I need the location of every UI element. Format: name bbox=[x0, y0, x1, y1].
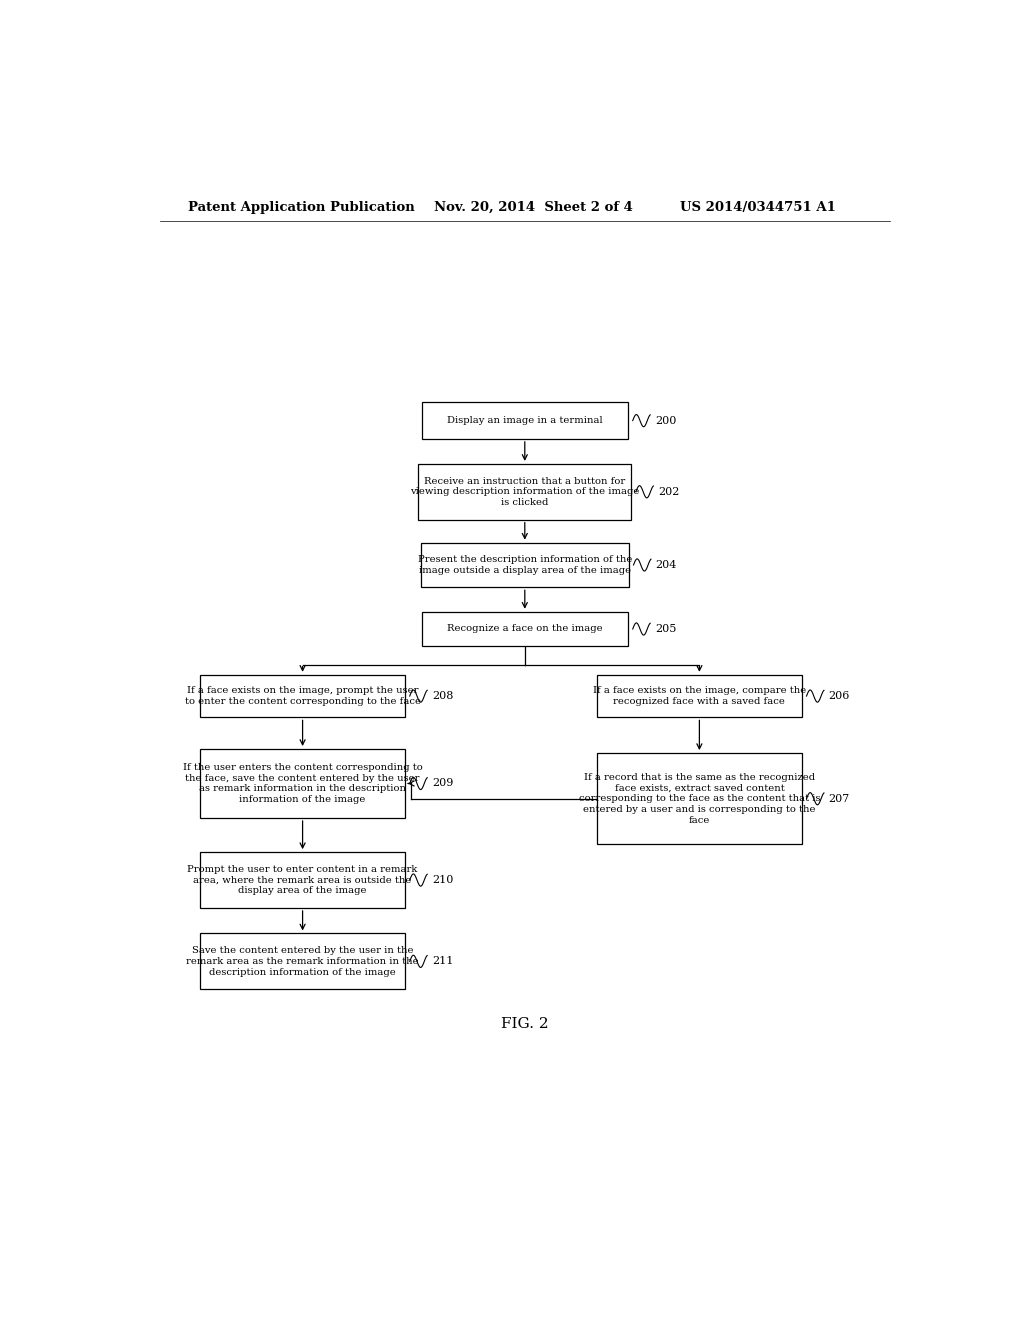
Text: 209: 209 bbox=[432, 779, 454, 788]
FancyBboxPatch shape bbox=[422, 403, 628, 440]
Text: US 2014/0344751 A1: US 2014/0344751 A1 bbox=[680, 201, 836, 214]
Text: Present the description information of the
image outside a display area of the i: Present the description information of t… bbox=[418, 556, 632, 574]
Text: Receive an instruction that a button for
viewing description information of the : Receive an instruction that a button for… bbox=[411, 477, 639, 507]
Text: Patent Application Publication: Patent Application Publication bbox=[187, 201, 415, 214]
FancyBboxPatch shape bbox=[201, 675, 404, 718]
Text: 204: 204 bbox=[655, 560, 677, 570]
Text: Nov. 20, 2014  Sheet 2 of 4: Nov. 20, 2014 Sheet 2 of 4 bbox=[433, 201, 633, 214]
FancyBboxPatch shape bbox=[419, 463, 631, 520]
FancyBboxPatch shape bbox=[201, 933, 404, 989]
Text: If the user enters the content corresponding to
the face, save the content enter: If the user enters the content correspon… bbox=[182, 763, 423, 804]
Text: 208: 208 bbox=[432, 692, 454, 701]
Text: 205: 205 bbox=[655, 624, 676, 634]
Text: 200: 200 bbox=[655, 416, 676, 425]
Text: 210: 210 bbox=[432, 875, 454, 884]
Text: If a face exists on the image, compare the
recognized face with a saved face: If a face exists on the image, compare t… bbox=[593, 686, 806, 706]
Text: Prompt the user to enter content in a remark
area, where the remark area is outs: Prompt the user to enter content in a re… bbox=[187, 865, 418, 895]
Text: If a face exists on the image, prompt the user
to enter the content correspondin: If a face exists on the image, prompt th… bbox=[184, 686, 421, 706]
Text: FIG. 2: FIG. 2 bbox=[501, 1018, 549, 1031]
Text: Display an image in a terminal: Display an image in a terminal bbox=[447, 416, 602, 425]
Text: 211: 211 bbox=[432, 957, 454, 966]
Text: 202: 202 bbox=[658, 487, 680, 496]
Text: 207: 207 bbox=[828, 793, 850, 804]
FancyBboxPatch shape bbox=[201, 748, 404, 818]
Text: Save the content entered by the user in the
remark area as the remark informatio: Save the content entered by the user in … bbox=[186, 946, 419, 977]
FancyBboxPatch shape bbox=[421, 543, 629, 587]
Text: Recognize a face on the image: Recognize a face on the image bbox=[447, 624, 602, 634]
FancyBboxPatch shape bbox=[597, 752, 802, 845]
Text: If a record that is the same as the recognized
face exists, extract saved conten: If a record that is the same as the reco… bbox=[579, 772, 820, 825]
FancyBboxPatch shape bbox=[597, 675, 802, 718]
Text: 206: 206 bbox=[828, 692, 850, 701]
FancyBboxPatch shape bbox=[201, 853, 404, 908]
FancyBboxPatch shape bbox=[422, 611, 628, 647]
